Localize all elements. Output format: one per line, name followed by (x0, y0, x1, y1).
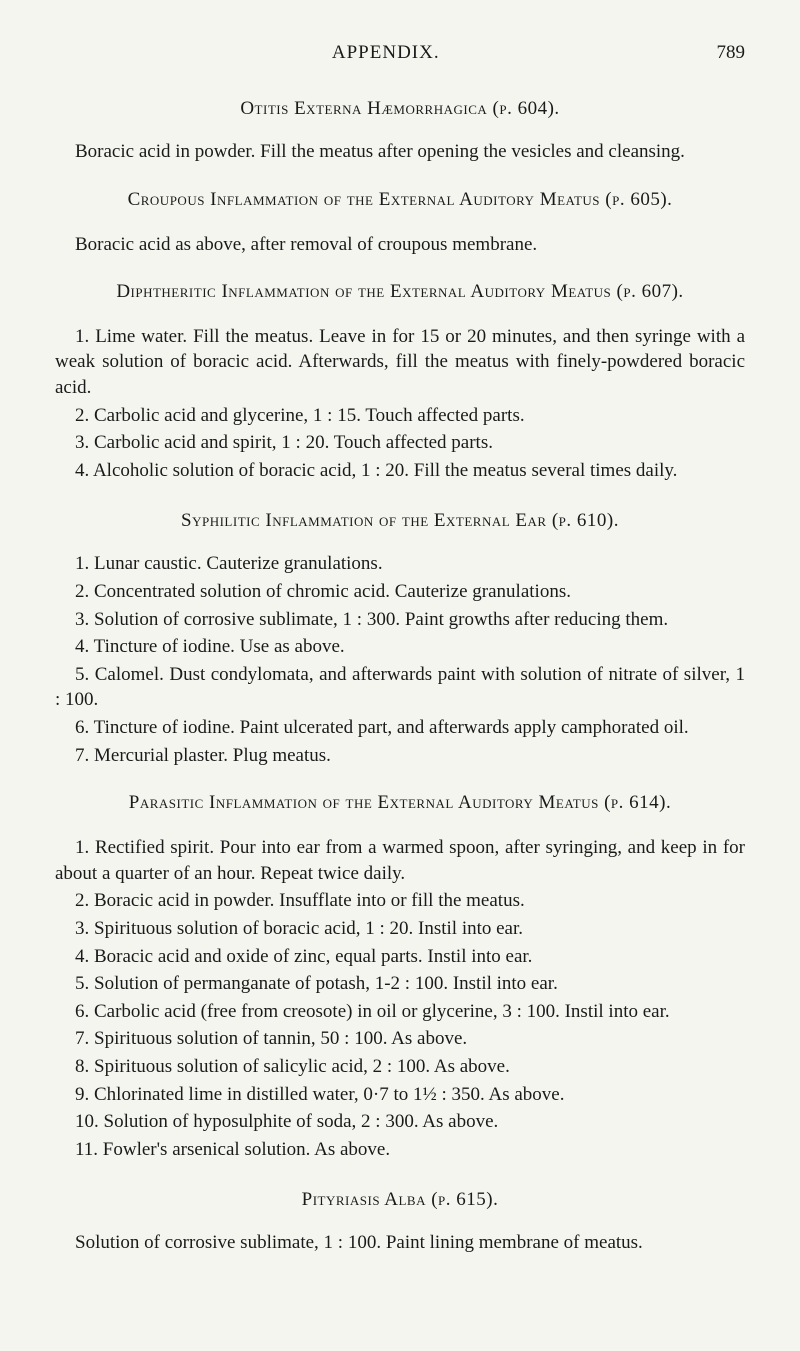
parasitic-item-4: 4. Boracic acid and oxide of zinc, equal… (55, 944, 745, 970)
parasitic-item-2: 2. Boracic acid in powder. Insufflate in… (55, 888, 745, 914)
parasitic-item-11: 11. Fowler's arsenical solution. As abov… (55, 1137, 745, 1163)
page-header: APPENDIX. 789 (55, 40, 745, 66)
syphilitic-item-4: 4. Tincture of iodine. Use as above. (55, 634, 745, 660)
syphilitic-item-1: 1. Lunar caustic. Cauterize granulations… (55, 551, 745, 577)
diphtheritic-item-1: 1. Lime water. Fill the meatus. Leave in… (55, 324, 745, 401)
diphtheritic-item-2: 2. Carbolic acid and glycerine, 1 : 15. … (55, 403, 745, 429)
section-body-croupous: Boracic acid as above, after removal of … (55, 232, 745, 258)
section-title-syphilitic: Syphilitic Inflammation of the External … (55, 508, 745, 534)
section-title-croupous: Croupous Inflammation of the External Au… (55, 187, 745, 214)
parasitic-item-10: 10. Solution of hyposulphite of soda, 2 … (55, 1109, 745, 1135)
parasitic-item-9: 9. Chlorinated lime in distilled water, … (55, 1082, 745, 1108)
section-title-diphtheritic: Diphtheritic Inflammation of the Externa… (55, 279, 745, 306)
parasitic-item-1: 1. Rectified spirit. Pour into ear from … (55, 835, 745, 886)
parasitic-item-7: 7. Spirituous solution of tannin, 50 : 1… (55, 1026, 745, 1052)
parasitic-item-8: 8. Spirituous solution of salicylic acid… (55, 1054, 745, 1080)
syphilitic-item-5: 5. Calomel. Dust condylomata, and afterw… (55, 662, 745, 713)
section-title-parasitic: Parasitic Inflammation of the External A… (55, 790, 745, 817)
syphilitic-item-6: 6. Tincture of iodine. Paint ulcerated p… (55, 715, 745, 741)
header-title: APPENDIX. (332, 40, 440, 66)
parasitic-item-6: 6. Carbolic acid (free from creosote) in… (55, 999, 745, 1025)
syphilitic-item-7: 7. Mercurial plaster. Plug meatus. (55, 743, 745, 769)
section-title-pityriasis: Pityriasis Alba (p. 615). (55, 1187, 745, 1213)
diphtheritic-item-4: 4. Alcoholic solution of boracic acid, 1… (55, 458, 745, 484)
parasitic-item-3: 3. Spirituous solution of boracic acid, … (55, 916, 745, 942)
diphtheritic-item-3: 3. Carbolic acid and spirit, 1 : 20. Tou… (55, 430, 745, 456)
section-title-otitis: Otitis Externa Hæmorrhagica (p. 604). (55, 96, 745, 122)
page-number: 789 (716, 40, 745, 66)
parasitic-item-5: 5. Solution of permanganate of potash, 1… (55, 971, 745, 997)
syphilitic-item-2: 2. Concentrated solution of chromic acid… (55, 579, 745, 605)
section-body-pityriasis: Solution of corrosive sublimate, 1 : 100… (55, 1230, 745, 1256)
section-body-otitis: Boracic acid in powder. Fill the meatus … (55, 139, 745, 165)
syphilitic-item-3: 3. Solution of corrosive sublimate, 1 : … (55, 607, 745, 633)
